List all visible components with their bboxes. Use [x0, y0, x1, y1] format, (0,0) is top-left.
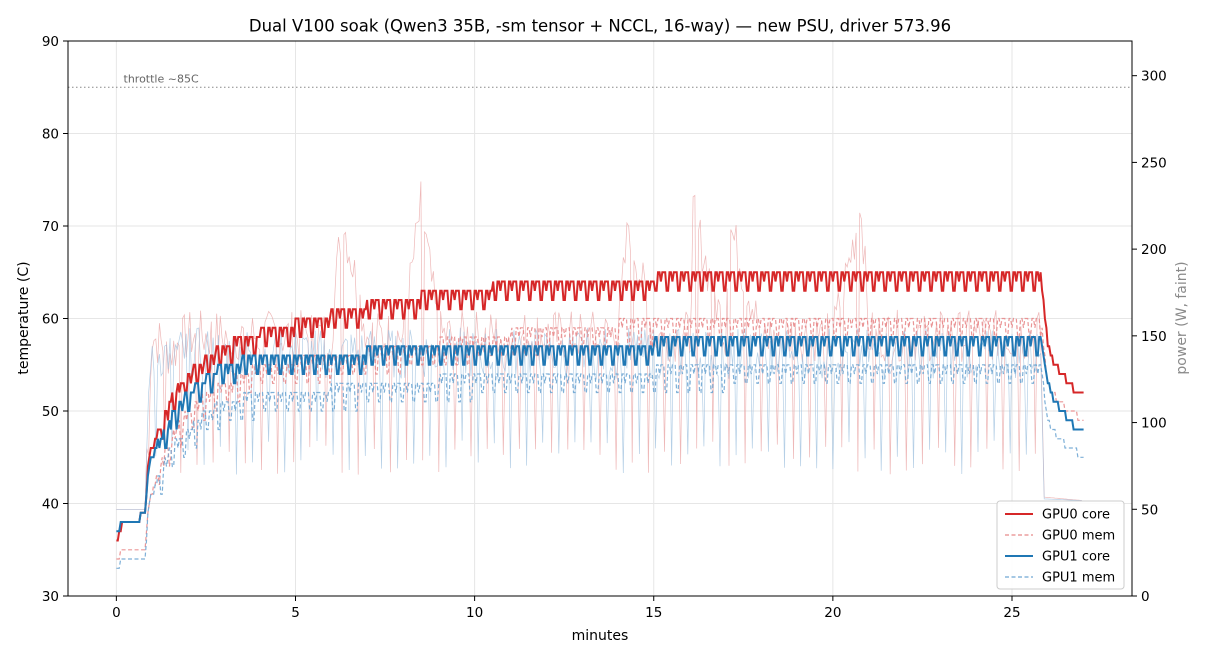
- y-axis-label: temperature (C): [16, 261, 32, 374]
- annotation-group: throttle ~85C: [68, 72, 1132, 88]
- x-tick-label: 20: [824, 605, 841, 621]
- x-tick-label: 10: [466, 605, 483, 621]
- series-line-gpu1-core: [116, 336, 1084, 533]
- legend-label: GPU1 mem: [1042, 571, 1115, 586]
- power-series-line: [116, 327, 1082, 510]
- y-tick-label: 30: [42, 589, 59, 605]
- y2-tick-label: 150: [1141, 329, 1167, 345]
- axes: [63, 40, 1137, 601]
- y-tick-label: 50: [42, 404, 59, 420]
- x-tick-label: 5: [291, 605, 300, 621]
- legend-label: GPU1 core: [1042, 550, 1110, 565]
- y-tick-label: 80: [42, 127, 59, 143]
- x-axis-label: minutes: [572, 628, 629, 644]
- series-line-gpu0-core: [116, 271, 1084, 542]
- y2-tick-label: 50: [1141, 502, 1158, 518]
- y2-tick-label: 250: [1141, 155, 1167, 171]
- x-tick-label: 0: [112, 605, 121, 621]
- series-line-gpu0-mem: [116, 317, 1084, 560]
- legend: GPU0 core GPU0 mem GPU1 core GPU1 mem: [996, 500, 1125, 590]
- series-line-gpu1-mem: [116, 364, 1084, 569]
- legend-label: GPU0 mem: [1042, 529, 1115, 544]
- legend-label: GPU0 core: [1042, 508, 1110, 523]
- y2-tick-label: 100: [1141, 416, 1167, 432]
- y2-tick-label: 300: [1141, 69, 1167, 85]
- throttle-label: throttle ~85C: [124, 72, 199, 85]
- y-tick-label: 40: [42, 497, 59, 513]
- y-tick-label: 60: [42, 312, 59, 328]
- x-tick-label: 15: [645, 605, 662, 621]
- grid-lines: [68, 40, 1132, 597]
- y2-axis-label: power (W, faint): [1174, 261, 1190, 374]
- tick-labels: 0 5 10 15 20 25 30 40 50 60 70 80 90 0 50 100 150 200 250 3…: [42, 34, 1167, 621]
- y2-tick-label: 200: [1141, 242, 1167, 258]
- y2-tick-label: 0: [1141, 589, 1150, 605]
- temperature-series-group: [116, 271, 1084, 569]
- legend-box: [996, 500, 1125, 590]
- chart-title: Dual V100 soak (Qwen3 35B, -sm tensor + …: [249, 17, 951, 36]
- y-tick-label: 70: [42, 219, 59, 235]
- y-tick-label: 90: [42, 34, 59, 50]
- x-tick-label: 25: [1003, 605, 1020, 621]
